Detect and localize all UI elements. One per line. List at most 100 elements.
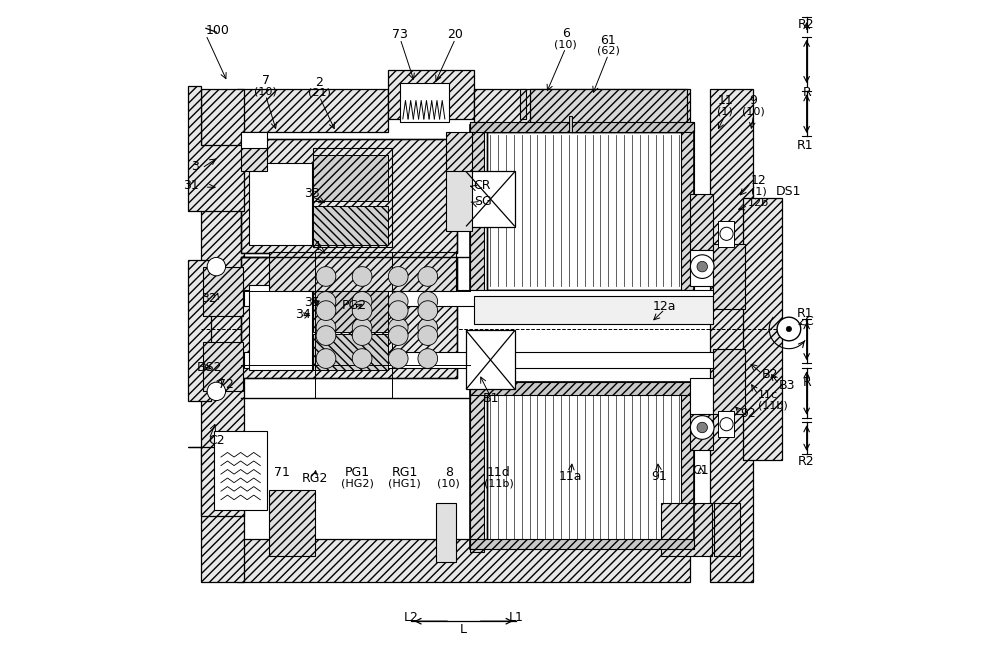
Circle shape (690, 416, 714, 440)
Bar (713, 349, 745, 415)
Bar (690, 395, 713, 451)
Text: 61: 61 (600, 34, 616, 47)
Bar (710, 89, 753, 582)
Bar (214, 431, 267, 509)
Text: R2: R2 (798, 455, 814, 468)
Circle shape (418, 318, 438, 338)
Text: (HG2): (HG2) (341, 479, 374, 489)
Text: DS2: DS2 (197, 361, 222, 374)
Text: R: R (803, 86, 812, 99)
Text: C1: C1 (693, 465, 709, 477)
Circle shape (418, 266, 438, 286)
Bar (188, 260, 211, 401)
Text: (11b): (11b) (484, 479, 514, 489)
Circle shape (418, 291, 438, 311)
Circle shape (352, 349, 372, 368)
Circle shape (352, 266, 372, 286)
Bar (446, 172, 472, 230)
Text: 12b: 12b (748, 198, 769, 208)
Bar (244, 290, 717, 306)
Circle shape (316, 266, 336, 286)
Bar (713, 243, 745, 309)
Bar (470, 290, 694, 303)
Text: (10): (10) (437, 479, 460, 489)
Text: L: L (460, 623, 467, 636)
Bar (269, 251, 456, 291)
Bar (313, 266, 388, 332)
Text: RG2: RG2 (302, 472, 328, 485)
Bar (681, 122, 694, 293)
Circle shape (418, 349, 438, 368)
Bar (244, 352, 717, 368)
Text: 100: 100 (206, 24, 230, 37)
Circle shape (690, 255, 714, 278)
Bar (474, 89, 566, 132)
Text: (62): (62) (597, 45, 620, 55)
Text: CR: CR (474, 180, 491, 192)
Bar (743, 197, 782, 461)
Circle shape (207, 382, 226, 401)
Circle shape (207, 257, 226, 276)
Text: 34: 34 (295, 308, 311, 321)
Text: PG1: PG1 (345, 466, 370, 478)
Bar (470, 122, 694, 132)
Circle shape (316, 291, 336, 311)
Text: R2: R2 (798, 18, 814, 31)
Bar (241, 139, 457, 253)
Circle shape (697, 422, 707, 433)
Bar (436, 503, 456, 562)
Bar (241, 139, 457, 253)
Text: 92: 92 (740, 407, 756, 420)
Text: (11b): (11b) (758, 400, 788, 410)
Text: 9: 9 (750, 94, 757, 107)
Circle shape (388, 326, 408, 345)
Bar (446, 132, 472, 173)
Bar (470, 382, 484, 552)
Bar (241, 132, 267, 152)
Circle shape (720, 418, 733, 431)
Text: 12: 12 (751, 174, 767, 187)
Text: 91: 91 (651, 470, 667, 482)
Bar (530, 89, 687, 129)
Bar (313, 205, 388, 245)
Bar (661, 503, 712, 555)
Circle shape (316, 326, 336, 345)
Text: C2: C2 (208, 434, 224, 447)
Text: 31: 31 (184, 180, 199, 192)
Circle shape (418, 326, 438, 345)
Circle shape (352, 318, 372, 338)
Polygon shape (188, 447, 244, 516)
Text: 32: 32 (201, 291, 216, 305)
Bar (566, 89, 690, 132)
Text: (10): (10) (554, 39, 577, 49)
Text: 11c: 11c (758, 390, 778, 399)
Circle shape (388, 301, 408, 320)
Circle shape (786, 326, 792, 332)
Text: C: C (804, 315, 813, 328)
Text: 3: 3 (191, 160, 199, 172)
Text: (10): (10) (742, 106, 765, 116)
Circle shape (316, 301, 336, 320)
Text: (10): (10) (254, 86, 277, 96)
Circle shape (697, 261, 707, 272)
Bar (520, 89, 526, 119)
Bar (714, 503, 740, 555)
Bar (470, 122, 484, 293)
Circle shape (388, 266, 408, 286)
Bar (569, 116, 572, 132)
Bar (470, 382, 694, 395)
Text: DS1: DS1 (776, 185, 801, 197)
Text: 2: 2 (315, 76, 323, 89)
Bar (249, 163, 312, 245)
Text: (1): (1) (751, 186, 767, 196)
Text: 20: 20 (447, 28, 463, 41)
Bar (269, 490, 315, 555)
Text: 35: 35 (304, 296, 320, 309)
Bar (487, 388, 690, 545)
Bar (203, 342, 243, 392)
Circle shape (418, 301, 438, 320)
Text: R1: R1 (796, 139, 813, 151)
Polygon shape (188, 86, 244, 211)
Text: L1: L1 (508, 611, 523, 624)
Circle shape (388, 291, 408, 311)
